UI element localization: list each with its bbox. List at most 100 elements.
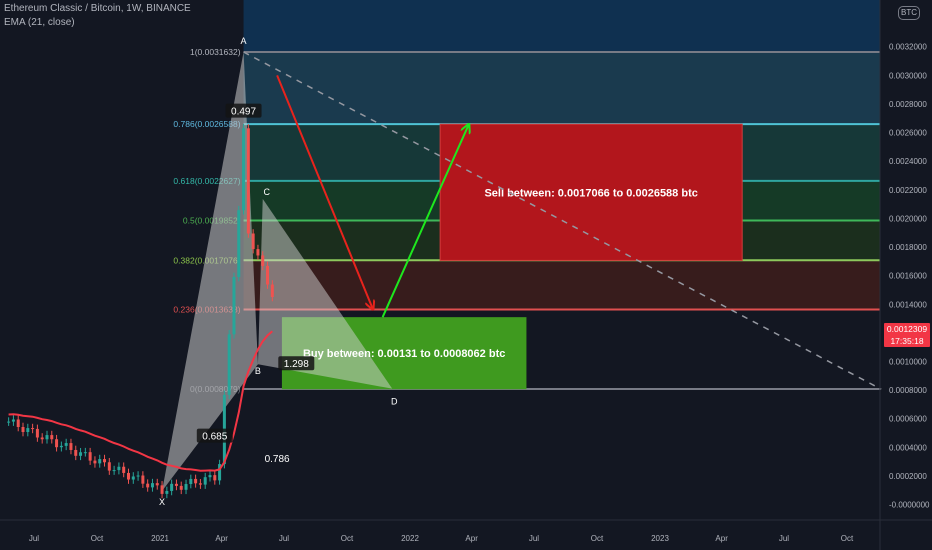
candle-body (141, 475, 145, 484)
candle-body (270, 284, 274, 297)
candle-body (79, 452, 83, 456)
y-tick-label: 0.0028000 (889, 100, 927, 109)
candle-body (31, 428, 35, 430)
candle-body (150, 483, 154, 488)
candle-body (155, 483, 159, 486)
dashed-trendline (243, 51, 882, 390)
candle-body (69, 443, 73, 450)
y-tick-label: 0.0026000 (889, 129, 927, 138)
fib-label-0.786: 0.786(0.0026588) (173, 119, 240, 129)
candle-body (251, 233, 255, 250)
candle-body (88, 452, 92, 461)
x-tick-label: 2021 (151, 534, 169, 543)
x-tick-label: Apr (715, 534, 728, 543)
candle-body (107, 462, 111, 471)
bcd-triangle (257, 198, 393, 389)
ratio-label: 1.298 (284, 359, 309, 370)
candle-body (26, 428, 30, 433)
candle-body (261, 255, 265, 266)
x-tick-label: Oct (91, 534, 104, 543)
x-tick-label: Jul (779, 534, 789, 543)
candle-body (266, 265, 270, 285)
bar-countdown: 17:35:18 (890, 336, 924, 346)
sell-zone-box (439, 123, 743, 261)
candle-body (170, 483, 174, 491)
fib-label-0.5: 0.5(0.0019852) (183, 216, 241, 226)
point-label-C: C (263, 187, 270, 197)
candle-body (213, 475, 217, 481)
buy-zone-label: Buy between: 0.00131 to 0.0008062 btc (303, 348, 505, 360)
candle-body (64, 443, 68, 446)
candle-body (165, 490, 169, 494)
candle-body (246, 128, 250, 234)
candle-body (131, 476, 135, 480)
candle-body (103, 459, 107, 463)
candle-body (160, 485, 164, 494)
ratio-badge-bg (225, 103, 262, 118)
candle-body (45, 435, 49, 440)
candle-body (55, 439, 59, 448)
y-tick-label: 0.0032000 (889, 43, 927, 52)
x-tick-label: 2022 (401, 534, 419, 543)
indicator-label[interactable]: EMA (21, close) (4, 17, 75, 28)
last-price-value: 0.0012309 (886, 324, 928, 334)
y-tick-label: 0.0008000 (889, 386, 927, 395)
y-tick-label: 0.0030000 (889, 71, 927, 80)
candle-body (218, 464, 222, 481)
point-label-D: D (391, 397, 398, 407)
candle-body (227, 334, 231, 395)
fib-label-1: 1(0.0031632) (190, 47, 241, 57)
fib-band-0.786 (243, 52, 880, 125)
x-tick-label: 2023 (651, 534, 669, 543)
candle-body (40, 437, 44, 440)
candle-body (112, 470, 116, 472)
point-label-X: X (159, 497, 165, 507)
point-label-B: B (255, 366, 261, 376)
candle-body (242, 128, 246, 211)
y-tick-label: 0.0004000 (889, 443, 927, 452)
candle-body (16, 419, 20, 427)
ratio-label: 0.786 (265, 454, 290, 465)
candle-body (237, 210, 241, 278)
y-tick-label: 0.0024000 (889, 157, 927, 166)
y-tick-label: 0.0006000 (889, 415, 927, 424)
candle-body (83, 452, 87, 454)
y-tick-label: 0.0022000 (889, 186, 927, 195)
y-tick-label: 0.0014000 (889, 300, 927, 309)
candle-body (208, 475, 212, 478)
ratio-badge-bg (278, 356, 315, 371)
candle-body (203, 477, 207, 485)
candle-body (198, 483, 202, 485)
candle-body (122, 466, 126, 473)
candle-body (232, 277, 236, 335)
fib-band-0.236 (243, 260, 880, 310)
xab-triangle (162, 52, 258, 491)
candle-body (50, 435, 54, 440)
candle-body (59, 445, 63, 448)
candle-body (93, 460, 97, 464)
x-tick-label: Jul (279, 534, 289, 543)
point-label-A: A (241, 36, 247, 46)
y-tick-label: 0.0010000 (889, 358, 927, 367)
y-tick-label: 0.0002000 (889, 472, 927, 481)
candle-body (21, 426, 25, 433)
x-tick-label: Jul (529, 534, 539, 543)
x-tick-label: Oct (841, 534, 854, 543)
y-tick-label: 0.0018000 (889, 243, 927, 252)
y-tick-label: 0.0020000 (889, 214, 927, 223)
x-tick-label: Apr (465, 534, 478, 543)
up-arrow (381, 124, 469, 318)
candle-body (35, 428, 39, 438)
candle-body (74, 449, 78, 456)
candle-body (189, 478, 193, 485)
x-tick-label: Oct (591, 534, 604, 543)
currency-badge[interactable]: BTC (898, 6, 920, 20)
candle-body (126, 472, 130, 480)
sell-zone-label: Sell between: 0.0017066 to 0.0026588 btc (484, 187, 697, 199)
down-arrow (276, 74, 373, 309)
ema-line (8, 330, 273, 472)
candle-body (174, 483, 178, 486)
candle-body (136, 475, 140, 477)
candle-body (98, 459, 102, 464)
